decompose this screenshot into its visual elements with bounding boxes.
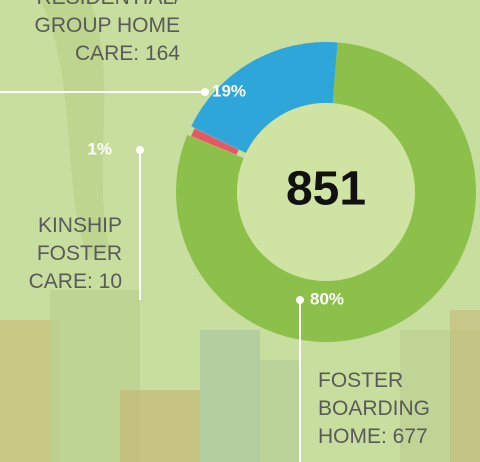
building: [450, 310, 480, 462]
category-label: GROUP HOME: [35, 14, 180, 37]
category-label: CARE: 164: [75, 42, 180, 65]
category-label: KINSHIP: [38, 214, 122, 237]
leader-dot: [296, 296, 304, 304]
category-label: FOSTER: [37, 242, 122, 265]
leader-dot: [201, 88, 209, 96]
building: [200, 330, 260, 462]
percent-label: 80%: [310, 289, 344, 308]
category-label: FOSTER: [318, 369, 403, 392]
category-label: BOARDING: [318, 397, 430, 420]
category-label: CARE: 10: [29, 270, 122, 293]
category-label: HOME: 677: [318, 425, 428, 448]
category-label: RESIDENTIAL/: [36, 0, 180, 9]
percent-label: 19%: [212, 81, 246, 100]
building: [260, 360, 300, 462]
total: 851: [286, 163, 366, 216]
chart: 851 19% RESIDENTIAL/GROUP HOME CARE: 164 80…: [0, 0, 480, 462]
percent-label: 1%: [87, 139, 112, 158]
leader-dot: [136, 146, 144, 154]
building: [120, 390, 200, 462]
